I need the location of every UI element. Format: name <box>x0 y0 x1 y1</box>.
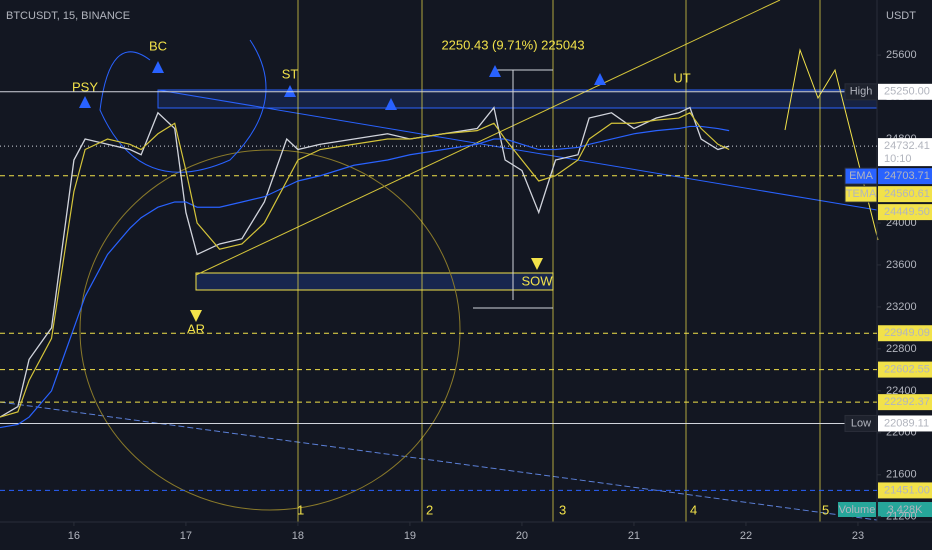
price-tag-label: 22602.55 <box>884 363 930 375</box>
price-tag-label: 22089.11 <box>884 417 929 429</box>
volume-value: 3.428K <box>888 504 924 516</box>
wave-label: 5 <box>822 502 829 517</box>
price-tag-label: 24449.50 <box>884 206 930 218</box>
price-tag <box>878 138 932 167</box>
price-tag <box>878 325 932 342</box>
annotation: PSY <box>72 79 98 94</box>
price-tag-sub: 10:10 <box>884 153 912 165</box>
x-tick-label: 19 <box>404 530 416 542</box>
price-tag <box>878 168 932 185</box>
wave-label: 3 <box>559 502 566 517</box>
trend-line <box>0 401 878 521</box>
price-tag-label: 22949.09 <box>884 327 930 339</box>
annotation: ST <box>282 66 299 81</box>
price-tag-name-box <box>844 185 878 203</box>
x-tick-label: 18 <box>292 530 304 542</box>
price-tag-name-box <box>844 414 878 432</box>
price-tag <box>878 415 932 432</box>
curve-drawing <box>99 39 267 173</box>
price-tag-name: Low <box>851 417 871 429</box>
volume-value-tag <box>878 502 932 517</box>
x-tick-label: 23 <box>852 530 864 542</box>
x-tick-label: 16 <box>68 530 80 542</box>
price-tag-name: EMA <box>849 170 874 182</box>
price-tag-label: 22292.37 <box>884 396 930 408</box>
price-tag <box>878 186 932 203</box>
wave-label: 1 <box>297 502 304 517</box>
series-line <box>0 125 730 429</box>
price-tag-label: 24703.71 <box>884 170 930 182</box>
y-tick-label: 21600 <box>886 469 917 481</box>
y-tick-label: 22400 <box>886 385 917 397</box>
price-tag <box>878 361 932 378</box>
price-tag-label: 25250.00 <box>884 86 930 98</box>
projection <box>784 48 879 241</box>
volume-tag <box>838 502 876 517</box>
trend-line <box>157 89 878 211</box>
annotation: UT <box>673 70 690 85</box>
measure-label: 2250.43 (9.71%) 225043 <box>441 37 584 52</box>
wave-label: 2 <box>426 502 433 517</box>
trend-line <box>195 0 781 276</box>
price-tag-name-box <box>844 167 878 185</box>
y-tick-label: 23600 <box>886 259 917 271</box>
price-tag-label: 24732.41 <box>884 140 930 152</box>
series-line <box>0 106 730 418</box>
symbol: BTCUSDT, 15, BINANCE <box>6 10 130 22</box>
price-tag-name-box <box>844 83 878 101</box>
x-tick-label: 17 <box>180 530 192 542</box>
annotation: SOW <box>521 273 553 288</box>
price-tag-label: 21451.00 <box>884 484 930 496</box>
circle-drawing <box>79 149 461 511</box>
wave-label: 4 <box>690 502 697 517</box>
price-tag <box>878 204 932 221</box>
price-tag <box>878 83 932 100</box>
x-tick-label: 22 <box>740 530 752 542</box>
range-box <box>195 272 554 291</box>
y-tick-label: 21200 <box>886 511 917 523</box>
y-tick-label: 22800 <box>886 343 917 355</box>
annotation: BC <box>149 38 167 53</box>
price-tag <box>878 394 932 411</box>
annotation: AR <box>187 321 205 336</box>
price-tag <box>878 482 932 499</box>
series-line <box>0 112 730 418</box>
price-tag-name: High <box>850 86 873 98</box>
volume-tag-label: Volume <box>839 504 876 516</box>
x-tick-label: 21 <box>628 530 640 542</box>
x-tick-label: 20 <box>516 530 528 542</box>
unit: USDT <box>886 10 916 22</box>
price-tag-name: TEMA <box>846 188 877 200</box>
y-tick-label: 23200 <box>886 301 917 313</box>
price-tag-label: 24560.61 <box>884 188 930 200</box>
y-tick-label: 25600 <box>886 49 917 61</box>
